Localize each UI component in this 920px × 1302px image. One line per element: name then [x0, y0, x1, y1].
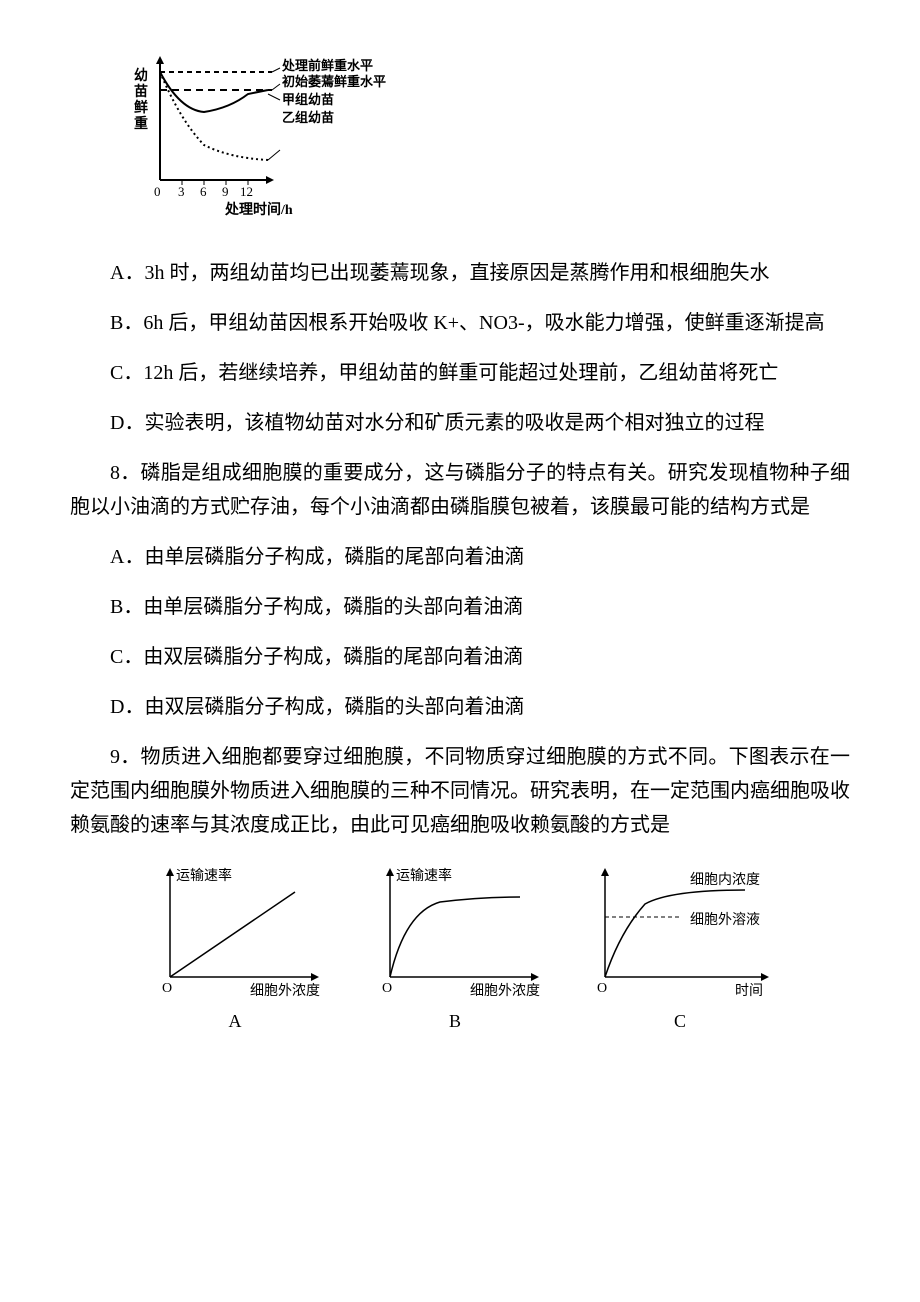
tick-0: 0 [154, 184, 161, 199]
tick-12: 12 [240, 184, 253, 199]
seedling-graph-figure: 幼 苗 鲜 重 0 3 6 9 12 处理时间/h 处理前鲜 [130, 50, 850, 236]
chart-c-xlabel: 时间 [735, 983, 763, 999]
tick-9: 9 [222, 184, 229, 199]
chart-c-y1label: 细胞内浓度 [690, 872, 760, 888]
q7-option-a: A．3h 时，两组幼苗均已出现萎蔫现象，直接原因是蒸腾作用和根细胞失水 [70, 256, 850, 290]
ann-init: 初始萎蔫鲜重水平 [282, 74, 386, 89]
charts-row: 运输速率 O 细胞外浓度 A 运输速率 O 细胞外浓度 B 细胞内浓度 [70, 862, 850, 1037]
q8-option-a: A．由单层磷脂分子构成，磷脂的尾部向着油滴 [70, 540, 850, 574]
chart-b-ylabel: 运输速率 [396, 867, 452, 884]
chart-a-letter: A [229, 1006, 242, 1037]
tick-3: 3 [178, 184, 185, 199]
chart-b: 运输速率 O 细胞外浓度 B [360, 862, 550, 1037]
chart-a: 运输速率 O 细胞外浓度 A [140, 862, 330, 1037]
q7-option-d: D．实验表明，该植物幼苗对水分和矿质元素的吸收是两个相对独立的过程 [70, 406, 850, 440]
q8-option-b: B．由单层磷脂分子构成，磷脂的头部向着油滴 [70, 590, 850, 624]
q7-option-b: B．6h 后，甲组幼苗因根系开始吸收 K+、NO3-，吸水能力增强，使鲜重逐渐提… [70, 306, 850, 340]
q8-option-d: D．由双层磷脂分子构成，磷脂的头部向着油滴 [70, 690, 850, 724]
ann-jia: 甲组幼苗 [282, 92, 334, 107]
svg-text:O: O [382, 981, 392, 996]
q9-stem: 9．物质进入细胞都要穿过细胞膜，不同物质穿过细胞膜的方式不同。下图表示在一定范围… [70, 740, 850, 842]
q8-stem: 8．磷脂是组成细胞膜的重要成分，这与磷脂分子的特点有关。研究发现植物种子细胞以小… [70, 456, 850, 524]
svg-text:幼: 幼 [134, 67, 148, 84]
chart-b-xlabel: 细胞外浓度 [470, 983, 540, 999]
chart-a-ylabel: 运输速率 [176, 867, 232, 884]
ann-pre: 处理前鲜重水平 [281, 58, 373, 73]
svg-text:苗: 苗 [134, 83, 148, 100]
chart-b-letter: B [449, 1006, 461, 1037]
tick-6: 6 [200, 184, 207, 199]
chart-c-letter: C [674, 1006, 686, 1037]
ann-yi: 乙组幼苗 [282, 110, 334, 125]
svg-text:重: 重 [134, 115, 148, 132]
chart-c: 细胞内浓度 细胞外溶液 O 时间 C [580, 862, 780, 1037]
chart-a-xlabel: 细胞外浓度 [250, 983, 320, 999]
q7-option-c: C．12h 后，若继续培养，甲组幼苗的鲜重可能超过处理前，乙组幼苗将死亡 [70, 356, 850, 390]
svg-text:O: O [597, 981, 607, 996]
chart-c-y2label: 细胞外溶液 [690, 912, 760, 928]
svg-text:O: O [162, 981, 172, 996]
seedling-svg: 幼 苗 鲜 重 0 3 6 9 12 处理时间/h 处理前鲜 [130, 50, 390, 225]
svg-text:鲜: 鲜 [134, 99, 148, 116]
x-axis-label: 处理时间/h [224, 201, 293, 218]
q8-option-c: C．由双层磷脂分子构成，磷脂的尾部向着油滴 [70, 640, 850, 674]
